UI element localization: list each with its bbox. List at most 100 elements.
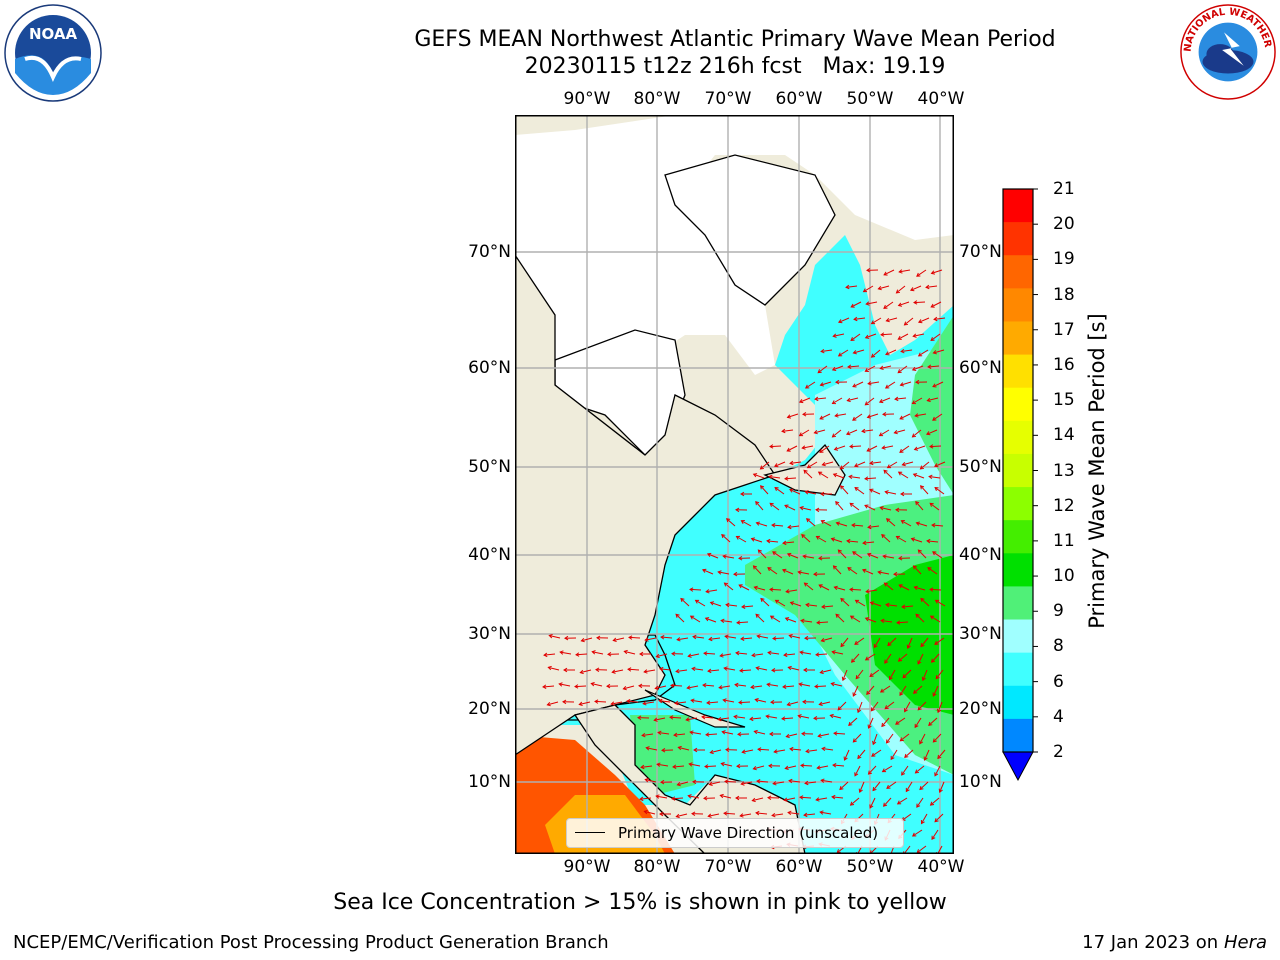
wave-arrow: [835, 413, 847, 417]
wave-arrow: [742, 749, 754, 753]
wave-arrow-head: [596, 635, 601, 641]
wave-arrow-head: [926, 397, 931, 403]
wave-arrow: [655, 685, 667, 689]
wave-arrow: [912, 397, 923, 404]
wave-arrow-head: [689, 615, 695, 620]
wave-arrow-head: [883, 469, 888, 474]
wave-arrow: [929, 445, 942, 448]
wave-arrow: [786, 589, 798, 593]
wave-arrow-head: [851, 523, 856, 528]
wave-arrow: [878, 571, 890, 575]
wave-arrow: [626, 700, 639, 703]
wave-arrow-head: [813, 716, 818, 721]
wave-arrow: [707, 553, 719, 559]
wave-arrow-head: [623, 649, 628, 655]
wave-arrow-head: [904, 753, 909, 759]
wave-arrow: [937, 749, 946, 759]
wave-arrow-head: [925, 431, 931, 436]
wave-arrow: [725, 635, 737, 639]
wave-arrow-head: [590, 681, 595, 687]
wave-arrow-head: [755, 666, 760, 671]
wave-arrow-head: [724, 634, 729, 639]
wave-arrow-head: [786, 447, 791, 452]
nws-logo: NATIONAL WEATHER SERVICE: [1179, 3, 1276, 100]
wave-arrow: [822, 461, 834, 466]
wave-arrow-head: [837, 549, 842, 554]
wave-arrow: [871, 749, 882, 757]
wave-arrow-head: [864, 617, 870, 622]
wave-arrow: [837, 701, 847, 711]
wave-arrow-head: [913, 585, 918, 591]
wave-arrow-head: [691, 811, 696, 816]
wave-arrow: [871, 349, 881, 358]
wave-arrow: [821, 637, 833, 642]
lat-label-right-40n: 40°N: [959, 545, 1002, 565]
wave-arrow-head: [864, 656, 870, 661]
wave-arrow: [931, 269, 943, 274]
wave-arrow: [901, 605, 914, 608]
wave-arrow: [641, 765, 653, 768]
wave-arrow-head: [848, 721, 853, 727]
wave-arrow: [901, 349, 913, 353]
wave-arrow-head: [831, 400, 836, 405]
wave-arrow-head: [733, 571, 738, 577]
wave-arrow: [881, 619, 893, 623]
wave-arrow-head: [820, 637, 825, 643]
wave-arrow-head: [800, 618, 805, 624]
wave-arrow-head: [673, 732, 678, 738]
wave-arrow: [934, 487, 945, 495]
wave-arrow: [544, 653, 556, 656]
wave-arrow: [677, 781, 689, 786]
wave-arrow-head: [853, 463, 859, 468]
wave-arrow-head: [936, 708, 942, 714]
wave-arrow: [896, 285, 906, 294]
wave-arrow: [854, 637, 865, 645]
wave-arrow: [854, 765, 861, 777]
wave-arrow-head: [866, 414, 872, 419]
colorbar-cell: [1003, 354, 1033, 389]
colorbar-tick-label: 15: [1053, 390, 1075, 411]
colorbar-cell: [1003, 387, 1033, 422]
wave-arrow: [691, 699, 703, 703]
wave-arrow-head: [864, 401, 869, 406]
wave-arrow-head: [720, 761, 725, 767]
wave-arrow-head: [882, 802, 888, 807]
wave-arrow: [800, 764, 813, 767]
wave-arrow-head: [688, 762, 693, 767]
wave-arrow: [581, 637, 593, 642]
wave-arrow-head: [725, 747, 730, 752]
wave-arrow-head: [755, 613, 760, 618]
wave-arrow: [922, 669, 928, 681]
lat-label-right-30n: 30°N: [959, 624, 1002, 644]
wave-arrow: [895, 717, 906, 725]
wave-arrow: [785, 765, 797, 769]
wave-arrow-head: [721, 533, 726, 539]
wave-arrow: [853, 349, 865, 354]
wave-arrow-head: [839, 785, 844, 791]
wave-arrow: [887, 637, 897, 646]
colorbar-tick-label: 17: [1053, 319, 1075, 340]
wave-arrow-head: [784, 504, 789, 509]
wave-arrow-head: [864, 504, 869, 509]
wave-arrow: [868, 381, 880, 385]
colorbar-tick-label: 2: [1053, 742, 1064, 762]
wave-arrow: [752, 653, 764, 657]
wave-arrow: [851, 524, 864, 527]
wave-arrow-head: [752, 473, 758, 478]
wave-arrow: [913, 565, 922, 575]
wave-arrow-head: [911, 400, 916, 405]
wave-arrow-head: [717, 570, 722, 575]
wave-arrow: [932, 551, 943, 559]
wave-arrow: [832, 764, 845, 767]
wave-arrow: [912, 429, 922, 438]
wave-arrow: [799, 429, 810, 437]
wave-arrow-head: [692, 634, 697, 640]
wave-arrow-head: [703, 796, 708, 801]
wave-arrow-head: [869, 488, 874, 493]
wave-arrow-head: [915, 379, 920, 385]
wave-arrow-head: [803, 582, 808, 587]
wave-arrow: [929, 475, 941, 479]
wave-arrow: [880, 365, 892, 369]
wave-arrow-head: [736, 620, 741, 625]
wave-arrow-head: [852, 551, 857, 556]
